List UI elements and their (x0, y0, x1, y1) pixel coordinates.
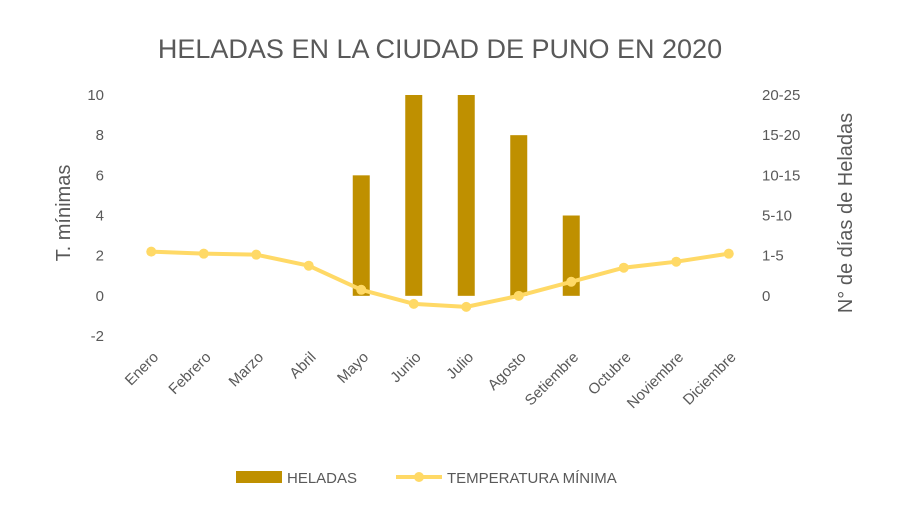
bar-heladas (405, 95, 423, 296)
point-temperatura (723, 248, 734, 259)
bar-heladas (562, 215, 580, 296)
x-tick-label: Noviembre (624, 349, 687, 412)
x-tick-label: Abril (286, 349, 319, 382)
x-tick-label: Marzo (226, 349, 267, 390)
x-tick-label: Enero (122, 349, 162, 389)
y2-tick-label: 15-20 (762, 127, 800, 144)
y-tick-label: 6 (96, 167, 104, 184)
y-tick-label: 2 (96, 248, 104, 265)
point-temperatura (671, 256, 682, 267)
point-temperatura (513, 290, 524, 301)
legend-label-heladas: HELADAS (287, 470, 357, 487)
y2-tick-label: 0 (762, 288, 770, 305)
legend-label-temperatura: TEMPERATURA MÍNIMA (447, 470, 617, 487)
y-axis-title: T. mínimas (53, 165, 75, 262)
x-tick-label: Julio (443, 349, 477, 383)
legend-bar-swatch (236, 471, 282, 483)
bar-heladas (352, 175, 370, 296)
x-tick-label: Mayo (334, 349, 372, 387)
point-temperatura (566, 276, 577, 287)
bar-heladas (510, 135, 528, 296)
x-tick-label: Setiembre (522, 349, 582, 409)
point-temperatura (198, 248, 209, 259)
point-temperatura (618, 262, 629, 273)
line-temperatura (149, 249, 731, 309)
x-tick-label: Agosto (485, 349, 530, 394)
y-tick-label: 8 (96, 127, 104, 144)
point-temperatura (408, 298, 419, 309)
point-temperatura (461, 301, 472, 312)
y-tick-label: 0 (96, 288, 104, 305)
y2-tick-label: 10-15 (762, 167, 800, 184)
y-tick-label: 4 (96, 208, 104, 225)
y2-axis-title: N° de días de Heladas (835, 113, 857, 313)
x-tick-label: Octubre (585, 349, 635, 399)
point-temperatura (146, 246, 157, 257)
point-temperatura (251, 249, 262, 260)
x-tick-label: Febrero (165, 349, 214, 398)
bar-heladas (457, 95, 475, 296)
point-temperatura (356, 284, 367, 295)
y2-tick-label: 1-5 (762, 248, 784, 265)
point-temperatura (303, 260, 314, 271)
y-tick-label: 10 (87, 87, 104, 104)
x-tick-label: Diciembre (680, 349, 740, 409)
y2-tick-label: 5-10 (762, 208, 792, 225)
y-tick-label: -2 (91, 328, 104, 345)
plot-area: -2 0 2 4 6 8 10 0 1-5 5-10 10-15 15-20 20-25 Enero Feb… (87, 87, 800, 412)
y2-tick-label: 20-25 (762, 87, 800, 104)
legend: HELADAS TEMPERATURA MÍNIMA (236, 470, 617, 487)
legend-line-marker (414, 472, 424, 482)
x-tick-label: Junio (387, 349, 424, 386)
chart-title: HELADAS EN LA CIUDAD DE PUNO EN 2020 (158, 34, 722, 64)
